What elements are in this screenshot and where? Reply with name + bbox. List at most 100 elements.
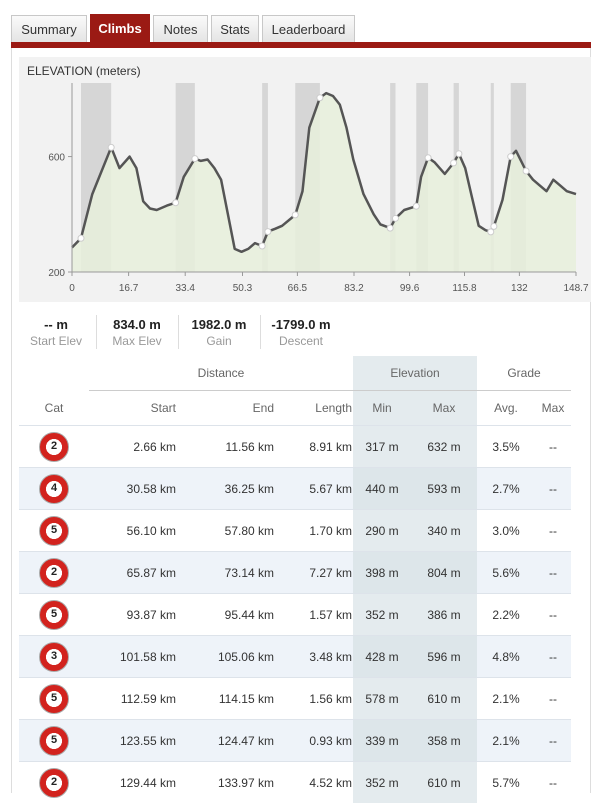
climb-grade-avg: 3.5% (477, 426, 535, 468)
col-header-max[interactable]: Max (411, 391, 477, 426)
climb-marker (456, 151, 462, 157)
col-header-grade-max[interactable]: Max (535, 391, 571, 426)
summary-start-elev: -- m Start Elev (17, 312, 95, 352)
summary-value: 834.0 m (97, 317, 177, 332)
climb-elev-max: 386 m (411, 594, 477, 636)
climb-marker (392, 215, 398, 221)
climb-elev-min: 352 m (353, 762, 411, 803)
climb-grade-avg: 2.7% (477, 468, 535, 510)
y-tick-label: 600 (48, 153, 65, 164)
climb-grade-avg: 2.1% (477, 720, 535, 762)
climb-end: 73.14 km (177, 552, 275, 594)
summary-value: -- m (17, 317, 95, 332)
elevation-area (72, 93, 576, 272)
climb-start: 2.66 km (89, 426, 177, 468)
summary-label: Max Elev (97, 334, 177, 348)
col-header-length[interactable]: Length (275, 391, 353, 426)
climb-category: 2 (19, 762, 89, 803)
group-header-grade: Grade (477, 356, 571, 391)
x-tick-label: 83.2 (344, 283, 364, 294)
category-badge-label: 5 (40, 692, 68, 704)
climb-elev-max: 596 m (411, 636, 477, 678)
col-header-grade-avg[interactable]: Avg. (477, 391, 535, 426)
climb-end: 95.44 km (177, 594, 275, 636)
climb-length: 5.67 km (275, 468, 353, 510)
climb-grade-max: -- (535, 636, 571, 678)
x-tick-label: 148.7 (563, 283, 588, 294)
group-spacer (19, 356, 89, 391)
x-tick-label: 33.4 (175, 283, 195, 294)
climb-end: 124.47 km (177, 720, 275, 762)
climb-end: 133.97 km (177, 762, 275, 803)
summary-value: -1799.0 m (261, 317, 341, 332)
climb-length: 7.27 km (275, 552, 353, 594)
category-badge-icon: 4 (39, 474, 69, 504)
climb-marker (292, 212, 298, 218)
y-tick-label: 200 (48, 268, 65, 279)
category-badge-icon: 5 (39, 516, 69, 546)
climb-grade-avg: 4.8% (477, 636, 535, 678)
climb-length: 0.93 km (275, 720, 353, 762)
climb-category: 5 (19, 720, 89, 762)
climb-end: 57.80 km (177, 510, 275, 552)
climb-length: 1.57 km (275, 594, 353, 636)
climb-marker (108, 144, 114, 150)
climb-marker (491, 223, 497, 229)
climb-grade-max: -- (535, 762, 571, 803)
col-header-min[interactable]: Min (353, 391, 411, 426)
climb-marker (173, 200, 179, 206)
climb-elev-max: 340 m (411, 510, 477, 552)
climb-grade-max: -- (535, 720, 571, 762)
summary-label: Start Elev (17, 334, 95, 348)
category-badge-icon: 5 (39, 600, 69, 630)
climb-length: 8.91 km (275, 426, 353, 468)
climb-category: 2 (19, 552, 89, 594)
climb-grade-max: -- (535, 594, 571, 636)
climb-grade-avg: 3.0% (477, 510, 535, 552)
summary-label: Gain (179, 334, 259, 348)
summary-label: Descent (261, 334, 341, 348)
x-tick-label: 0 (69, 283, 75, 294)
col-header-start[interactable]: Start (89, 391, 177, 426)
climb-marker (413, 203, 419, 209)
climb-start: 93.87 km (89, 594, 177, 636)
climb-start: 129.44 km (89, 762, 177, 803)
climb-start: 112.59 km (89, 678, 177, 720)
climb-elev-min: 428 m (353, 636, 411, 678)
category-badge-label: 2 (40, 440, 68, 452)
climb-end: 105.06 km (177, 636, 275, 678)
climb-start: 56.10 km (89, 510, 177, 552)
climb-elev-max: 804 m (411, 552, 477, 594)
category-badge-label: 5 (40, 524, 68, 536)
climb-marker (265, 229, 271, 235)
climb-elev-min: 440 m (353, 468, 411, 510)
col-header-cat[interactable]: Cat (19, 391, 89, 426)
x-tick-label: 66.5 (288, 283, 308, 294)
climb-marker (488, 229, 494, 235)
climb-elev-min: 352 m (353, 594, 411, 636)
x-tick-label: 16.7 (119, 283, 139, 294)
climb-start: 101.58 km (89, 636, 177, 678)
climb-marker (451, 160, 457, 166)
climb-marker (192, 156, 198, 162)
climb-elev-min: 317 m (353, 426, 411, 468)
category-badge-icon: 2 (39, 432, 69, 462)
category-badge-icon: 5 (39, 726, 69, 756)
col-header-end[interactable]: End (177, 391, 275, 426)
category-badge-label: 2 (40, 566, 68, 578)
climb-marker (317, 95, 323, 101)
climbs-table: Distance Elevation Grade Cat Start End L… (19, 356, 571, 803)
climb-elev-max: 632 m (411, 426, 477, 468)
climb-grade-avg: 5.7% (477, 762, 535, 803)
